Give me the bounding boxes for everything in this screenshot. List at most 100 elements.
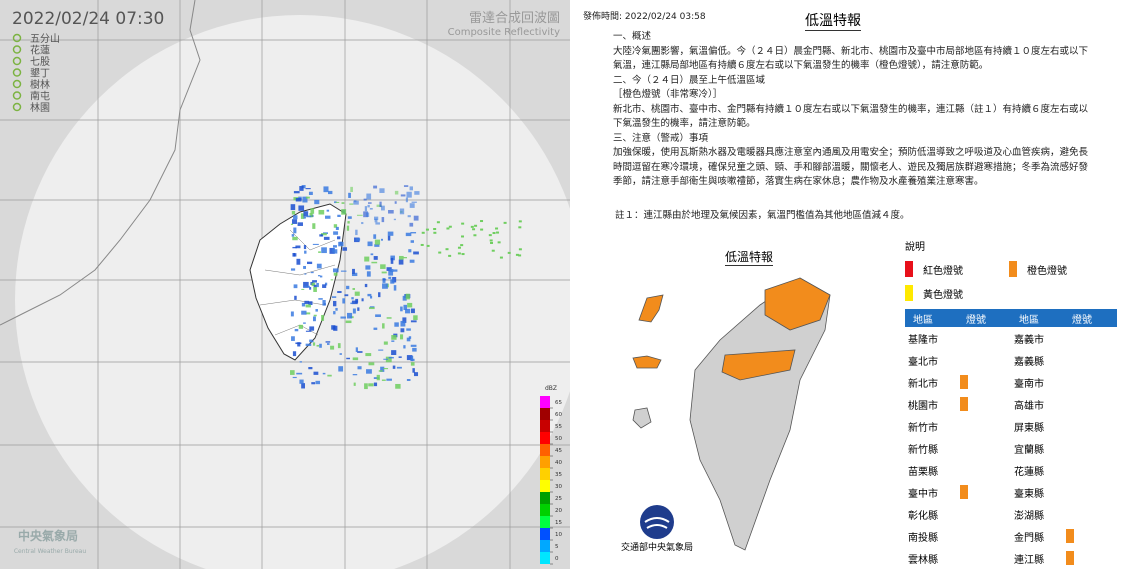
echo	[446, 227, 450, 230]
legend: 說明 紅色燈號 橙色燈號 黃色燈號 地區 燈號 基隆市 臺北市 新北市 桃園市 新竹市 新竹縣 苗栗…	[905, 238, 1117, 569]
echo	[392, 269, 398, 272]
echo	[410, 320, 417, 323]
echo	[319, 234, 323, 237]
echo	[312, 342, 316, 346]
colorbar-segment	[540, 396, 550, 408]
echo	[303, 245, 307, 250]
table-row: 臺南市	[1011, 371, 1117, 393]
echo	[293, 253, 297, 257]
echo	[290, 370, 295, 375]
echo	[426, 244, 430, 247]
legend-item: 紅色燈號	[905, 257, 1009, 281]
echo	[347, 221, 350, 224]
echo	[356, 238, 361, 241]
echo	[378, 292, 381, 298]
signal-flag	[960, 485, 968, 499]
echo	[394, 190, 399, 195]
region-name: 宜蘭縣	[1014, 444, 1044, 456]
echo	[357, 351, 363, 353]
echo	[411, 308, 415, 314]
legend-title: 說明	[905, 242, 925, 253]
echo	[293, 191, 300, 194]
echo	[315, 380, 321, 385]
echo	[369, 207, 373, 210]
echo	[438, 251, 442, 254]
echo	[383, 341, 388, 345]
echo	[327, 374, 332, 377]
echo	[340, 316, 346, 319]
colorbar-segment	[540, 528, 550, 540]
echo	[337, 214, 341, 217]
grid	[0, 0, 570, 569]
colorbar-segment	[540, 516, 550, 528]
echo	[333, 245, 337, 248]
echo	[488, 234, 492, 237]
echo	[332, 248, 335, 253]
echo	[352, 288, 356, 290]
echo	[388, 276, 392, 279]
echo	[376, 204, 382, 207]
echo	[495, 227, 499, 230]
echo	[355, 347, 358, 352]
region-name: 基隆市	[908, 334, 938, 346]
echo	[305, 304, 311, 308]
header-cell: 地區	[913, 314, 933, 326]
echo	[373, 377, 380, 380]
echo	[305, 312, 311, 315]
echo	[370, 253, 374, 256]
echo	[340, 270, 347, 272]
echo	[301, 310, 307, 315]
logo	[640, 505, 674, 539]
echo	[319, 275, 323, 278]
echo	[291, 336, 295, 341]
echo	[319, 343, 322, 348]
echo	[357, 366, 362, 370]
legend-swatch	[905, 285, 913, 301]
echo	[388, 356, 394, 359]
echo	[318, 251, 321, 253]
echo	[301, 383, 306, 389]
echo	[413, 251, 419, 255]
echo	[293, 284, 298, 289]
echo	[373, 256, 378, 260]
echo	[291, 234, 295, 237]
echo	[507, 251, 511, 254]
echo	[368, 362, 375, 366]
echo	[335, 307, 338, 311]
echo	[342, 247, 348, 251]
region-name: 臺北市	[908, 356, 938, 368]
echo	[369, 306, 375, 308]
echo	[414, 191, 420, 195]
colorbar-label: 5	[555, 544, 559, 550]
bulletin-paragraph: 一、概述	[613, 31, 652, 42]
echo	[292, 246, 297, 249]
echo	[366, 271, 371, 277]
echo	[373, 382, 378, 387]
bulletin-text: 一、概述 大陸冷氣團影響，氣溫偏低。今（２４日）晨金門縣、新北市、桃園市及臺中市局…	[613, 30, 1091, 190]
echo	[292, 351, 297, 357]
echo	[313, 284, 317, 288]
echo	[472, 228, 476, 231]
echo	[367, 241, 373, 247]
echo	[403, 185, 409, 187]
table-row: 雲林縣	[905, 547, 1011, 569]
echo	[385, 356, 392, 363]
echo	[364, 256, 370, 262]
echo	[366, 193, 372, 200]
echo	[378, 370, 383, 372]
map-agency: 交通部中央氣象局	[621, 541, 693, 553]
echo	[410, 362, 415, 366]
echo	[399, 208, 405, 215]
colorbar-label: 35	[555, 472, 562, 478]
signal-flag	[1066, 551, 1074, 565]
bulletin-paragraph: 三、注意（警戒）事項	[613, 132, 709, 144]
echo	[371, 261, 378, 264]
echo	[403, 304, 408, 310]
echo	[313, 314, 317, 317]
echo	[310, 208, 315, 214]
bulletin-paragraph: 加強保暖，使用瓦斯熱水器及電暖器具應注意室內通風及用電安全；預防低溫導致之呼吸道…	[613, 147, 1089, 187]
region-name: 花蓮縣	[1014, 466, 1044, 478]
echo	[448, 225, 452, 228]
echo	[356, 214, 363, 217]
